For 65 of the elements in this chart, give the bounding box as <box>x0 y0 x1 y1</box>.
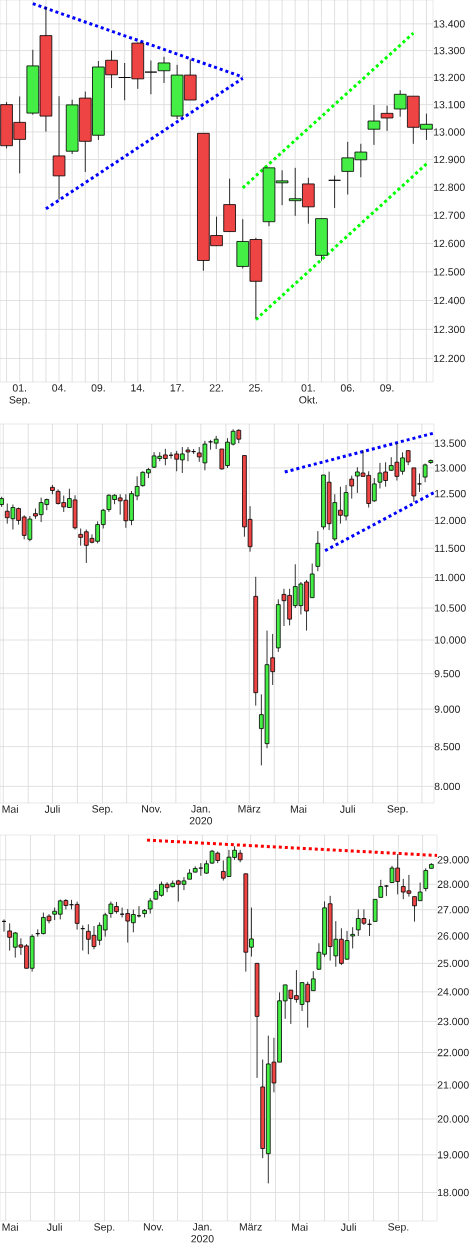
y-tick-label: 27.000 <box>437 905 469 914</box>
x-tick-label: 22. <box>209 384 223 392</box>
x-tick-label: Jan. 2020 <box>189 805 213 825</box>
y-tick-label: 12.200 <box>434 354 465 363</box>
x-tick-label: Juli <box>46 1223 62 1231</box>
y-tick-label: 11.000 <box>435 573 466 582</box>
x-tick-label: Juli <box>44 805 60 813</box>
x-tick-label: Mai <box>292 1223 308 1231</box>
x-tick-label: 14. <box>131 384 145 392</box>
x-tick-label: 04. <box>52 384 66 392</box>
x-tick-label: Mai <box>2 1223 18 1231</box>
x-tick-label: Jan. 2020 <box>191 1223 214 1243</box>
x-tick-label: März <box>239 1223 262 1231</box>
y-tick-label: 23.000 <box>437 1017 469 1026</box>
y-tick-label: 13.500 <box>435 439 466 447</box>
y-tick-label: 12.800 <box>434 183 465 191</box>
x-tick-label: Sep. <box>92 805 113 815</box>
y-tick-label: 29.000 <box>437 856 469 864</box>
y-tick-label: 12.000 <box>435 516 466 525</box>
x-tick-label: Juli <box>340 1223 356 1231</box>
x-tick-label: Juli <box>339 805 355 813</box>
y-tick-label: 13.000 <box>435 464 466 472</box>
x-tick-label: 09. <box>380 384 394 392</box>
y-tick-label: 12.500 <box>434 268 465 276</box>
y-tick-label: 10.500 <box>435 604 466 612</box>
x-tick-label: Nov. <box>142 805 162 813</box>
y-tick-label: 12.700 <box>434 211 465 219</box>
x-tick-label: Sep. <box>94 1223 115 1233</box>
y-tick-label: 12.300 <box>434 325 465 334</box>
y-tick-label: 8.000 <box>434 782 460 791</box>
y-tick-label: 18.000 <box>438 1188 469 1197</box>
x-tick-label: 06. <box>340 384 355 392</box>
y-tick-label: 13.200 <box>434 73 465 82</box>
x-tick-label: 25. <box>249 384 263 392</box>
y-tick-label: 21.000 <box>437 1081 469 1089</box>
y-tick-label: 13.000 <box>434 128 465 136</box>
y-tick-label: 20.000 <box>437 1115 469 1123</box>
y-tick-label: 11.500 <box>435 544 466 553</box>
y-tick-label: 13.100 <box>434 100 465 109</box>
y-tick-label: 13.400 <box>434 20 465 28</box>
y-tick-label: 12.500 <box>435 489 466 498</box>
x-tick-label: 01. Okt. <box>299 384 317 404</box>
y-tick-label: 12.900 <box>434 155 465 164</box>
x-tick-label: Sep. <box>388 1223 409 1233</box>
y-tick-label: 9.500 <box>434 669 460 678</box>
y-tick-label: 28.000 <box>437 880 469 888</box>
y-tick-label: 13.300 <box>434 46 465 55</box>
x-tick-label: Mai <box>290 805 307 813</box>
x-tick-label: Mai <box>2 805 18 813</box>
x-tick-label: 09. <box>91 384 105 392</box>
y-tick-label: 22.000 <box>437 1048 469 1057</box>
y-tick-label: 26.000 <box>437 932 469 940</box>
y-tick-label: 12.600 <box>434 239 465 248</box>
x-tick-label: Nov. <box>143 1223 163 1231</box>
y-tick-label: 19.000 <box>438 1151 469 1159</box>
y-tick-label: 8.500 <box>434 742 460 751</box>
x-tick-label: 01. Sep. <box>9 384 30 406</box>
y-tick-label: 10.000 <box>435 636 466 644</box>
x-tick-label: Sep. <box>387 805 408 815</box>
y-tick-label: 9.000 <box>434 705 460 713</box>
y-tick-label: 25.000 <box>437 959 469 968</box>
y-tick-label: 24.000 <box>437 988 469 996</box>
y-tick-label: 12.400 <box>434 296 465 305</box>
x-tick-label: 17. <box>170 384 184 392</box>
x-tick-label: März <box>238 805 261 813</box>
